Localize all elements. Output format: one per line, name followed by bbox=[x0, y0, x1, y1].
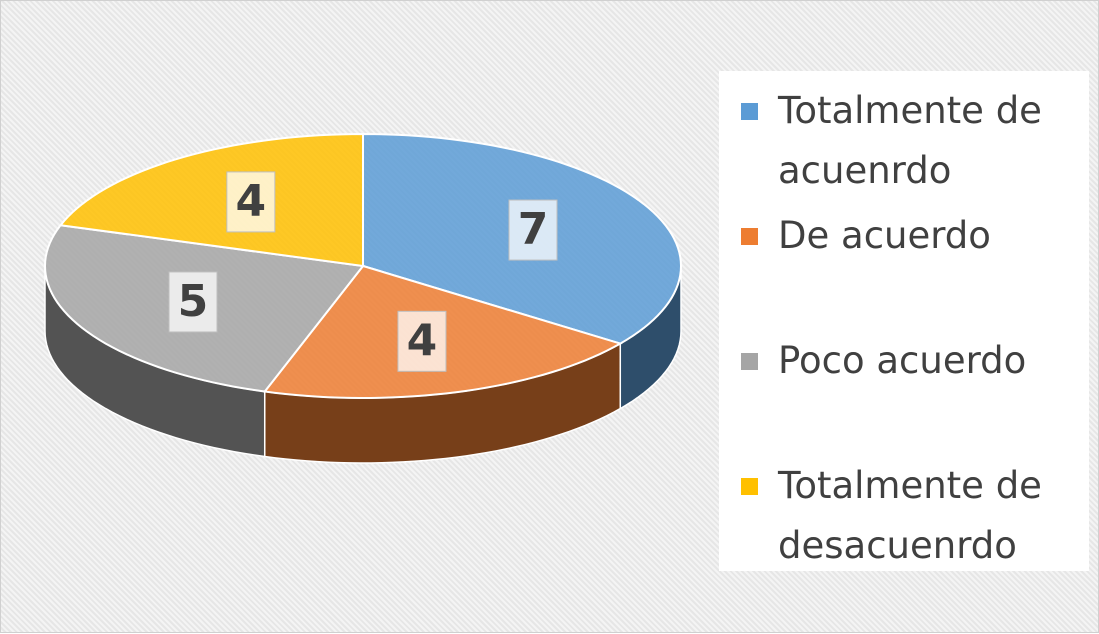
legend-item: Totalmente de desacuenrdo bbox=[741, 456, 1086, 576]
data-label-box bbox=[508, 199, 558, 261]
legend-swatch bbox=[741, 228, 758, 245]
legend-item: Totalmente de acuenrdo bbox=[741, 81, 1086, 201]
legend-item: De acuerdo bbox=[741, 206, 1086, 266]
data-label: 4 bbox=[407, 315, 438, 366]
data-label: 4 bbox=[236, 176, 267, 227]
legend-item: Poco acuerdo bbox=[741, 331, 1086, 391]
legend-swatch bbox=[741, 478, 758, 495]
data-label-box bbox=[168, 271, 218, 333]
data-label: 5 bbox=[178, 276, 209, 327]
legend-swatch bbox=[741, 353, 758, 370]
legend-swatch bbox=[741, 103, 758, 120]
legend-label: Totalmente de acuenrdo bbox=[778, 89, 1042, 192]
data-label-box bbox=[397, 310, 447, 372]
data-label: 7 bbox=[518, 204, 549, 255]
legend-label: Totalmente de desacuenrdo bbox=[778, 464, 1042, 567]
slice bbox=[58, 132, 364, 268]
legend-label: De acuerdo bbox=[778, 214, 991, 257]
legend: Totalmente de acuenrdo De acuerdo Poco acu… bbox=[719, 71, 1089, 571]
data-label-box bbox=[226, 171, 276, 233]
legend-label: Poco acuerdo bbox=[778, 339, 1027, 382]
